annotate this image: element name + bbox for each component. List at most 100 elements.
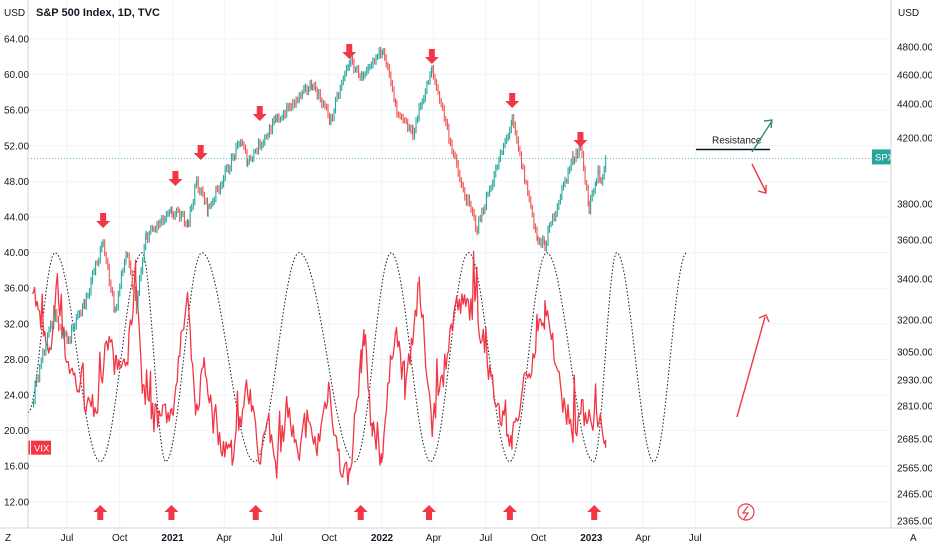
projection-down-head: [757, 185, 767, 194]
x-tick-label: 2022: [371, 533, 394, 544]
up-arrow-marker: [93, 505, 108, 520]
arrow-head: [193, 153, 208, 160]
arrow-head: [573, 140, 588, 147]
left-tick-label: 52.00: [4, 141, 29, 152]
arrow-head: [248, 505, 263, 512]
right-axis-panel[interactable]: [891, 0, 932, 528]
arrow-shaft: [252, 512, 259, 520]
arrow-head: [587, 505, 602, 512]
right-tick-label: 3600.00: [897, 236, 932, 247]
left-tick-label: 56.00: [4, 106, 29, 117]
down-arrow-marker: [424, 49, 439, 64]
right-tick-label: 2810.00: [897, 402, 932, 413]
down-arrow-marker: [573, 132, 588, 147]
right-tick-label: 4600.00: [897, 71, 932, 82]
arrow-shaft: [509, 93, 516, 101]
arrow-head: [505, 101, 520, 108]
arrow-shaft: [256, 106, 263, 114]
left-tick-label: 28.00: [4, 355, 29, 366]
x-tick-label: Jul: [270, 533, 283, 544]
arrow-head: [93, 505, 108, 512]
right-tick-label: 3050.00: [897, 348, 932, 359]
vix-name-label: VIX: [34, 444, 50, 455]
chart-title: S&P 500 Index, 1D, TVC: [36, 7, 160, 19]
right-tick-label: 2565.00: [897, 464, 932, 475]
left-tick-label: 20.00: [4, 426, 29, 437]
arrow-shaft: [97, 512, 104, 520]
resistance-label: Resistance: [712, 136, 762, 147]
arrow-shaft: [428, 49, 435, 57]
left-tick-label: 24.00: [4, 391, 29, 402]
x-tick-label: Oct: [112, 533, 128, 544]
left-tick-label: 64.00: [4, 35, 29, 46]
arrow-head: [424, 57, 439, 64]
bottom-left-mode-label[interactable]: Z: [5, 533, 11, 544]
right-tick-label: 2685.00: [897, 435, 932, 446]
up-arrow-marker: [502, 505, 517, 520]
down-arrow-marker: [505, 93, 520, 108]
arrow-shaft: [591, 512, 598, 520]
arrow-shaft: [577, 132, 584, 140]
vix-name-badge: [31, 440, 51, 455]
x-tick-label: Jul: [479, 533, 492, 544]
left-axis-panel[interactable]: [0, 0, 28, 528]
x-tick-label: Apr: [635, 533, 651, 544]
x-tick-label: 2021: [161, 533, 184, 544]
arrow-head: [342, 52, 357, 59]
right-tick-label: 3800.00: [897, 200, 932, 211]
arrow-shaft: [197, 145, 204, 153]
left-tick-label: 44.00: [4, 213, 29, 224]
projection-down-line: [751, 163, 767, 193]
arrow-head: [502, 505, 517, 512]
lightning-icon: [737, 503, 755, 521]
down-arrow-marker: [193, 145, 208, 160]
right-tick-label: 4400.00: [897, 100, 932, 111]
x-tick-label: Apr: [216, 533, 232, 544]
spx-name-label: SPX: [875, 152, 895, 163]
projection-up-head: [763, 119, 773, 129]
arrow-shaft: [172, 171, 179, 179]
vix-projection-head: [758, 314, 770, 323]
left-tick-label: 60.00: [4, 70, 29, 81]
right-tick-label: 2465.00: [897, 490, 932, 501]
lightning-bolt: [741, 505, 750, 520]
arrow-head: [168, 179, 183, 186]
x-tick-label: 2023: [580, 533, 603, 544]
up-arrow-marker: [587, 505, 602, 520]
arrow-shaft: [346, 44, 353, 52]
right-currency-label: USD: [898, 8, 919, 19]
axis-labels: Jul Oct 2021 Apr Jul Oct 2022 Apr Jul Oct 2023 Apr J…: [4, 35, 932, 545]
left-tick-label: 36.00: [4, 284, 29, 295]
left-tick-label: 48.00: [4, 177, 29, 188]
arrow-shaft: [168, 512, 175, 520]
down-arrow-marker: [252, 106, 267, 121]
down-arrow-marker: [342, 44, 357, 59]
arrow-shaft: [506, 512, 513, 520]
lightning-ring: [737, 503, 755, 521]
left-tick-label: 16.00: [4, 462, 29, 473]
up-arrow-marker: [248, 505, 263, 520]
arrow-head: [353, 505, 368, 512]
bottom-right-mode-label[interactable]: A: [910, 533, 917, 544]
right-tick-label: 3400.00: [897, 275, 932, 286]
up-arrow-marker: [422, 505, 437, 520]
right-tick-label: 3200.00: [897, 316, 932, 327]
x-tick-label: Oct: [321, 533, 337, 544]
arrow-head: [164, 505, 179, 512]
up-arrow-marker: [164, 505, 179, 520]
arrow-head: [252, 114, 267, 121]
spx-name-badge: [872, 149, 891, 165]
grid-lines: [28, 0, 891, 528]
right-tick-label: 4800.00: [897, 43, 932, 54]
right-tick-label: 4200.00: [897, 134, 932, 145]
left-currency-label: USD: [4, 8, 25, 19]
right-tick-label: 2365.00: [897, 517, 932, 528]
up-arrow-marker: [353, 505, 368, 520]
x-tick-label: Apr: [426, 533, 442, 544]
projection-up-line: [751, 120, 773, 153]
vix-series-layer: [31, 250, 607, 486]
right-tick-label: 2930.00: [897, 376, 932, 387]
left-tick-label: 32.00: [4, 319, 29, 330]
x-tick-label: Jul: [61, 533, 74, 544]
